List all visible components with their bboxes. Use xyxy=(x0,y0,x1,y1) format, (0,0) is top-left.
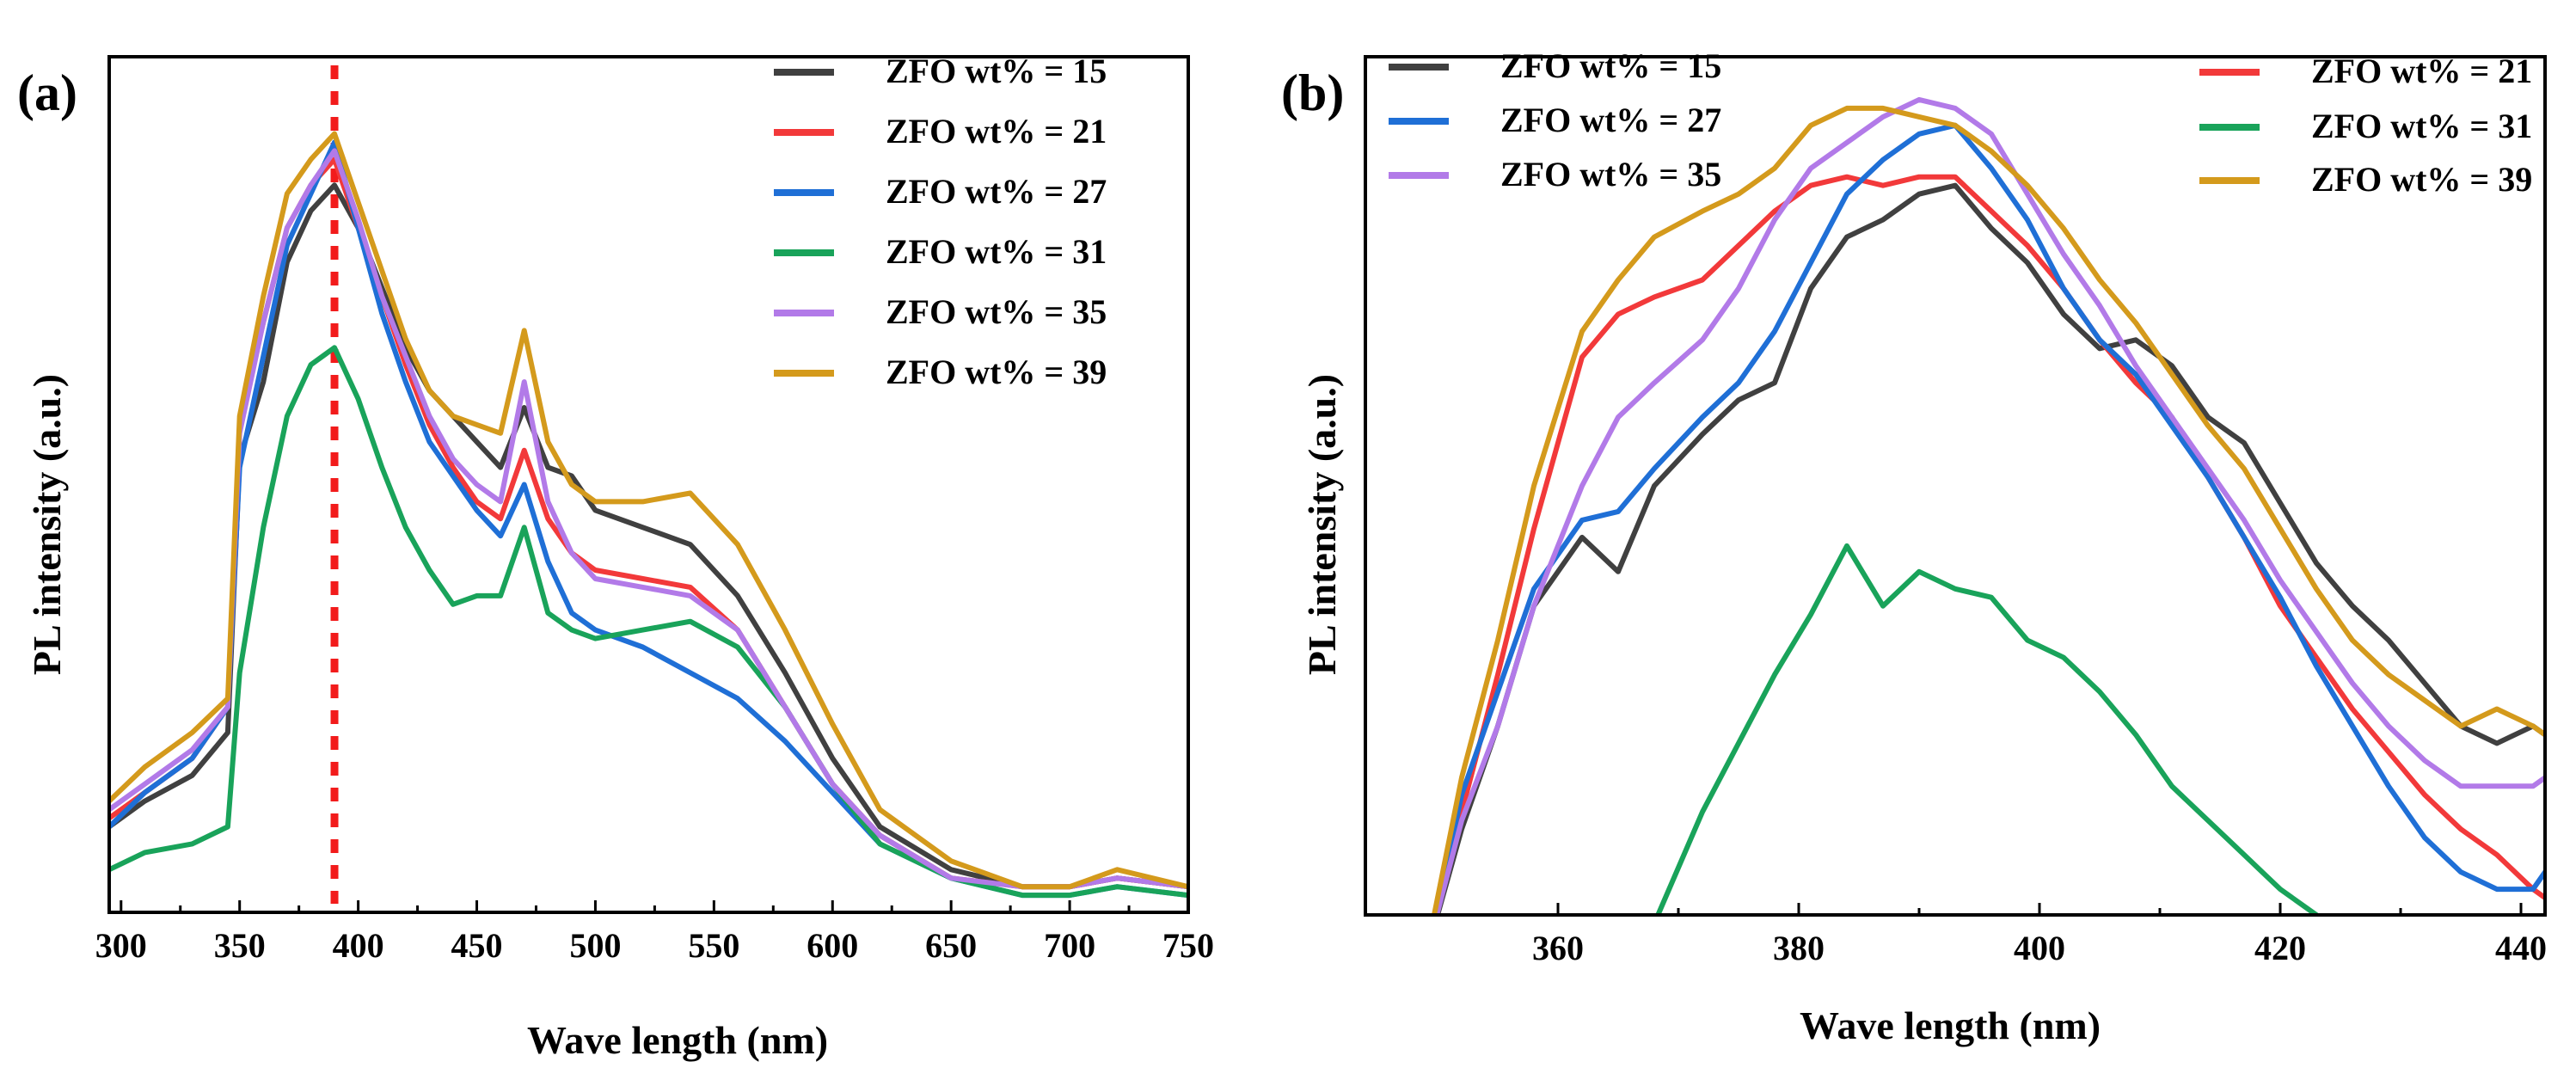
panel-b-legend-label-zfo-27: ZFO wt% = 27 xyxy=(1500,101,1721,139)
panel-a-series-zfo-39 xyxy=(109,131,1188,890)
panel-a-x-tick-label: 450 xyxy=(451,926,503,965)
panel-b-plot-frame xyxy=(1364,55,2547,917)
panel-b-series-zfo-27 xyxy=(1433,122,2545,915)
panel-a-letter: (a) xyxy=(17,64,77,121)
panel-b-legend-label-zfo-21: ZFO wt% = 21 xyxy=(2311,52,2532,90)
panel-b-series-zfo-21 xyxy=(1433,174,2545,915)
panel-b-series-zfo-31 xyxy=(1655,543,2319,915)
panel-a-legend-item-zfo-31: ZFO wt% = 31 xyxy=(774,232,1107,271)
panel-a-legend-item-zfo-39: ZFO wt% = 39 xyxy=(774,353,1107,391)
panel-a-x-tick-label: 350 xyxy=(214,926,266,965)
panel-b-x-axis-title: Wave length (nm) xyxy=(1800,1003,2101,1047)
panel-a-legend-label-zfo-21: ZFO wt% = 21 xyxy=(886,112,1107,150)
panel-b-series-group xyxy=(1431,96,2545,915)
panel-b-legend-label-zfo-31: ZFO wt% = 31 xyxy=(2311,107,2532,145)
panel-b-series-zfo-15 xyxy=(1434,182,2545,915)
panel-a-x-tick-label: 500 xyxy=(569,926,621,965)
panel-a-series-group xyxy=(109,65,1188,904)
panel-a-x-tick-label: 400 xyxy=(333,926,384,965)
panel-b-x-tick-label: 440 xyxy=(2495,929,2547,967)
panel-a-x-tick-label: 550 xyxy=(688,926,739,965)
panel-a-legend-label-zfo-39: ZFO wt% = 39 xyxy=(886,353,1107,391)
panel-a-x-tick-label: 750 xyxy=(1162,926,1214,965)
panel-b-series-zfo-35 xyxy=(1434,96,2545,915)
panel-a-plot-frame xyxy=(107,55,1190,914)
panel-b-x-tick-label: 360 xyxy=(1532,929,1584,967)
panel-b-x-ticks: 360 380 400 420 440 xyxy=(1532,903,2547,967)
panel-a-x-tick-label: 300 xyxy=(95,926,147,965)
panel-a-x-ticks: 300 350 400 450 500 550 600 650 700 750 xyxy=(95,900,1214,965)
panel-a-legend-item-zfo-35: ZFO wt% = 35 xyxy=(774,292,1107,331)
panel-b-legend-item-zfo-21: ZFO wt% = 21 xyxy=(2199,52,2532,90)
panel-a-legend: ZFO wt% = 15 ZFO wt% = 21 ZFO wt% = 27 ZFO … xyxy=(774,52,1107,391)
panel-a-x-tick-label: 650 xyxy=(925,926,977,965)
panel-b-series-zfo-39 xyxy=(1431,105,2545,915)
panel-b-x-tick-label: 400 xyxy=(2014,929,2065,967)
panel-b-legend-label-zfo-35: ZFO wt% = 35 xyxy=(1500,155,1721,193)
panel-a-legend-item-zfo-27: ZFO wt% = 27 xyxy=(774,172,1107,211)
panel-a-series-zfo-15 xyxy=(109,182,1188,890)
panel-b-x-tick-label: 380 xyxy=(1773,929,1825,967)
panel-a: (a) PL intensity (a.u.) Wave length (nm)… xyxy=(17,52,1214,1062)
panel-b-legend-item-zfo-31: ZFO wt% = 31 xyxy=(2199,107,2532,145)
panel-a-series-zfo-31 xyxy=(109,345,1188,899)
panel-a-x-tick-label: 700 xyxy=(1044,926,1095,965)
panel-b-legend-item-zfo-35: ZFO wt% = 35 xyxy=(1389,155,1721,193)
panel-a-legend-item-zfo-15: ZFO wt% = 15 xyxy=(774,52,1107,90)
panel-a-legend-label-zfo-27: ZFO wt% = 27 xyxy=(886,172,1107,211)
panel-b: (b) PL intensity (a.u.) Wave length (nm)… xyxy=(1281,46,2547,1047)
panel-b-legend-item-zfo-15: ZFO wt% = 15 xyxy=(1389,46,1721,85)
panel-b-legend: ZFO wt% = 15 ZFO wt% = 27 ZFO wt% = 35 ZFO … xyxy=(1389,46,2532,199)
panel-a-x-axis-title: Wave length (nm) xyxy=(527,1018,828,1062)
panel-b-letter: (b) xyxy=(1281,64,1344,121)
panel-a-legend-item-zfo-21: ZFO wt% = 21 xyxy=(774,112,1107,150)
panel-a-x-tick-label: 600 xyxy=(807,926,858,965)
panel-b-y-axis-title: PL intensity (a.u.) xyxy=(1300,374,1344,675)
panel-b-x-tick-label: 420 xyxy=(2254,929,2306,967)
panel-a-series-zfo-35 xyxy=(109,148,1188,890)
panel-a-y-axis-title: PL intensity (a.u.) xyxy=(25,374,69,675)
panel-a-legend-label-zfo-15: ZFO wt% = 15 xyxy=(886,52,1107,90)
panel-b-legend-item-zfo-39: ZFO wt% = 39 xyxy=(2199,160,2532,199)
panel-a-legend-label-zfo-31: ZFO wt% = 31 xyxy=(886,232,1107,271)
panel-b-legend-item-zfo-27: ZFO wt% = 27 xyxy=(1389,101,1721,139)
panel-a-legend-label-zfo-35: ZFO wt% = 35 xyxy=(886,292,1107,331)
panel-b-legend-label-zfo-15: ZFO wt% = 15 xyxy=(1500,46,1721,85)
panel-b-legend-label-zfo-39: ZFO wt% = 39 xyxy=(2311,160,2532,199)
